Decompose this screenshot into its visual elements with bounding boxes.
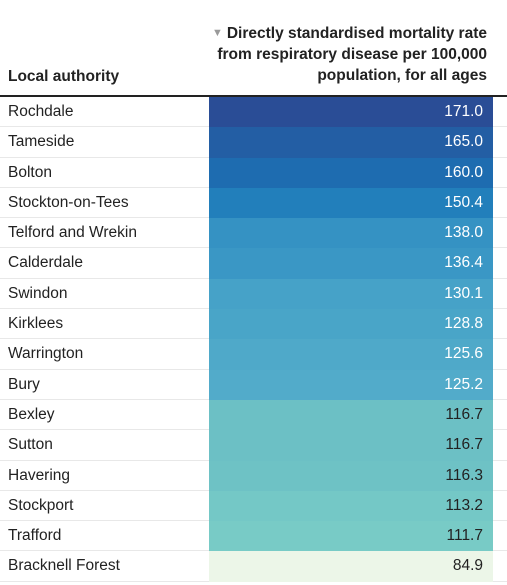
mortality-rate-cell: 136.4	[209, 248, 493, 279]
mortality-rate-cell: 138.0	[209, 218, 493, 249]
local-authority-cell: Swindon	[8, 284, 68, 302]
mortality-rate-cell: 116.7	[209, 430, 493, 461]
sort-descending-icon[interactable]: ▼	[211, 27, 223, 39]
table-row: Tameside 165.0	[0, 127, 507, 158]
table-row: Telford and Wrekin 138.0	[0, 218, 507, 249]
table-row: Rochdale 171.0	[0, 97, 507, 128]
table-row: Calderdale 136.4	[0, 248, 507, 279]
local-authority-cell: Rochdale	[8, 103, 74, 120]
table-row: Kirklees 128.8	[0, 309, 507, 340]
mortality-rate-cell: 116.3	[209, 460, 493, 491]
column-header-local-authority[interactable]: Local authority	[8, 68, 120, 85]
local-authority-cell: Bracknell Forest	[8, 557, 120, 575]
mortality-rate-cell: 84.9	[209, 551, 493, 582]
local-authority-cell: Bolton	[8, 163, 52, 181]
column-header-mortality-rate[interactable]: ▼ Directly standardised mortality rate fr…	[197, 23, 487, 86]
column-header-mortality-rate-label: Directly standardised mortality rate fro…	[217, 25, 487, 84]
local-authority-cell: Stockton-on-Tees	[8, 193, 129, 211]
local-authority-cell: Trafford	[8, 527, 62, 545]
mortality-rate-cell: 171.0	[209, 97, 493, 128]
local-authority-cell: Tameside	[8, 133, 75, 151]
table-row: Swindon 130.1	[0, 278, 507, 310]
table-row: Trafford 111.7	[0, 521, 507, 552]
table-body: Rochdale 171.0 Tameside 165.0 Bolton 160.0 Sto…	[0, 97, 507, 582]
mortality-rate-cell: 125.6	[209, 339, 493, 370]
table-row: Bolton 160.0	[0, 157, 507, 188]
local-authority-cell: Calderdale	[8, 254, 83, 272]
local-authority-cell: Warrington	[8, 345, 84, 363]
table-row: Havering 116.3	[0, 460, 507, 491]
local-authority-cell: Kirklees	[8, 315, 64, 333]
table-row: Stockton-on-Tees 150.4	[0, 187, 507, 219]
mortality-rate-cell: 116.7	[209, 399, 493, 431]
mortality-rate-cell: 160.0	[209, 157, 493, 188]
local-authority-cell: Bury	[8, 375, 40, 393]
local-authority-cell: Stockport	[8, 496, 74, 514]
table-row: Bury 125.2	[0, 369, 507, 400]
local-authority-cell: Bexley	[8, 405, 55, 423]
local-authority-cell: Havering	[8, 466, 71, 484]
mortality-rate-cell: 128.8	[209, 309, 493, 340]
mortality-rate-cell: 130.1	[209, 278, 493, 310]
table-row: Stockport 113.2	[0, 490, 507, 522]
table-row: Bexley 116.7	[0, 399, 507, 431]
mortality-rate-cell: 165.0	[209, 127, 493, 158]
mortality-rate-cell: 150.4	[209, 187, 493, 219]
table-row: Sutton 116.7	[0, 430, 507, 461]
mortality-rate-cell: 113.2	[209, 490, 493, 522]
table-row: Warrington 125.6	[0, 339, 507, 370]
local-authority-cell: Telford and Wrekin	[8, 224, 137, 242]
mortality-rate-cell: 125.2	[209, 369, 493, 400]
table-row: Bracknell Forest 84.9	[0, 551, 507, 582]
local-authority-cell: Sutton	[8, 436, 53, 454]
mortality-rate-cell: 111.7	[209, 521, 493, 552]
table-header: Local authority ▼ Directly standardised m…	[0, 0, 507, 97]
